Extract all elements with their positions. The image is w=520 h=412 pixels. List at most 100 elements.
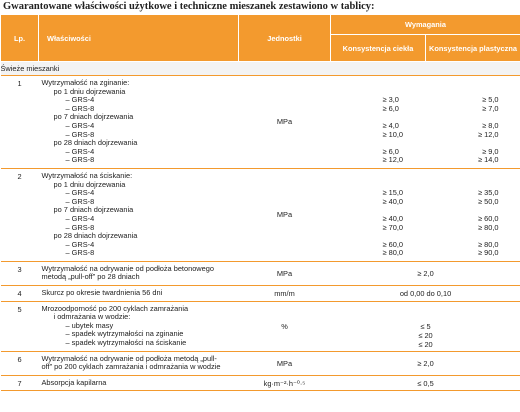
property-line: – GRS-4 xyxy=(65,146,95,156)
table-row: 1 Wytrzymałość na zginanie: po 1 dniu dojr… xyxy=(0,75,520,169)
value-line: ≥ 60,0 xyxy=(478,213,499,223)
value-cell: ≤ 5 ≤ 20 ≤ 20 xyxy=(330,300,520,352)
value-line: ≥ 70,0 xyxy=(382,222,404,232)
value-line: ≥ 40,0 xyxy=(382,213,404,223)
value-line: ≥ 35,0 xyxy=(478,188,499,198)
property-line: – spadek wytrzymałości na ściskanie xyxy=(65,338,187,348)
value-line: ≥ 15,0 xyxy=(382,188,404,198)
value-line: ≥ 50,0 xyxy=(478,196,499,206)
table-row: 7 Absorpcja kapilarna kg·m⁻²·h⁻⁰·⁵ ≤ 0,5 xyxy=(0,374,520,392)
section-row: Świeże mieszanki xyxy=(0,61,520,76)
property-line: – GRS-4 xyxy=(65,213,95,223)
unit-cell: MPa xyxy=(238,260,331,286)
row-number: 1 xyxy=(0,75,39,169)
unit-cell: MPa xyxy=(238,75,331,169)
row-number: 2 xyxy=(0,167,39,262)
requirement-value: ≥ 2,0 xyxy=(330,350,520,376)
value-line: ≤ 5 xyxy=(420,322,431,332)
row-number: 6 xyxy=(0,350,39,376)
requirement-value: ≥ 2,0 xyxy=(330,260,520,286)
property-line: po 1 dniu dojrzewania xyxy=(53,179,126,189)
property-line: Mrozoodporność po 200 cyklach zamrażania xyxy=(41,303,189,313)
header-requirements: Wymagania xyxy=(330,14,520,35)
property-line: Wytrzymałość na odrywanie od podłoża met… xyxy=(41,353,217,363)
table-row: 6 Wytrzymałość na odrywanie od podłoża me… xyxy=(0,350,520,376)
value-line: ≥ 3,0 xyxy=(382,95,399,105)
value-line: ≥ 4,0 xyxy=(382,120,399,130)
table-row: 4 Skurcz po okresie twardnienia 56 dni mm/… xyxy=(0,285,520,302)
section-label: Świeże mieszanki xyxy=(0,61,520,76)
property-cell: Absorpcja kapilarna xyxy=(38,374,239,392)
value-line: ≤ 20 xyxy=(418,339,433,349)
value-line: ≥ 80,0 xyxy=(478,239,499,249)
property-line: – GRS-4 xyxy=(65,188,95,198)
value-cell: ≥ 35,0 ≥ 50,0 ≥ 60,0 ≥ 80,0 ≥ 80,0 ≥ 90,0 xyxy=(425,167,520,262)
value-line: ≥ 9,0 xyxy=(482,146,499,156)
value-line: ≥ 40,0 xyxy=(382,196,404,206)
value-line xyxy=(426,79,499,88)
row-number: 5 xyxy=(0,300,39,352)
property-cell: Wytrzymałość na ściskanie: po 1 dniu dojr… xyxy=(38,167,239,262)
property-line: Wytrzymałość na ściskanie: xyxy=(41,170,133,180)
property-line: – GRS-8 xyxy=(65,196,95,206)
value-line: ≥ 6,0 xyxy=(382,103,399,113)
property-line: – GRS-4 xyxy=(65,239,95,249)
property-line: metodą „pull-off” po 28 dniach xyxy=(41,272,140,282)
value-line: ≥ 80,0 xyxy=(382,248,404,258)
row-number: 7 xyxy=(0,374,39,392)
value-line xyxy=(383,172,426,181)
unit-cell: MPa xyxy=(238,167,331,262)
property-line: off” po 200 cyklach zamrażania i odmraża… xyxy=(41,362,221,372)
unit-cell: mm/m xyxy=(238,285,331,302)
value-line xyxy=(426,172,499,181)
requirement-value: od 0,00 do 0,10 xyxy=(330,285,520,302)
property-line: po 28 dniach dojrzewania xyxy=(53,138,138,148)
property-cell: Mrozoodporność po 200 cyklach zamrażania… xyxy=(38,300,239,352)
row-number: 4 xyxy=(0,285,39,302)
property-line: Absorpcja kapilarna xyxy=(41,377,107,387)
properties-table: Lp. Właściwości Jednostki Wymagania Kons… xyxy=(0,14,520,392)
requirement-value: ≤ 0,5 xyxy=(330,374,520,392)
property-line: Wytrzymałość na odrywanie od podłoża bet… xyxy=(41,263,214,273)
value-line xyxy=(331,306,520,315)
property-line: – GRS-4 xyxy=(65,120,95,130)
property-line: – GRS-8 xyxy=(65,129,95,139)
value-line: ≥ 12,0 xyxy=(478,129,499,139)
property-line: Wytrzymałość na zginanie: xyxy=(41,78,130,87)
header-consistency-liquid: Konsystencja ciekła xyxy=(330,34,426,62)
value-line: ≥ 10,0 xyxy=(382,129,404,139)
value-line xyxy=(383,79,426,88)
value-line: ≥ 5,0 xyxy=(482,95,499,105)
property-line: – GRS-8 xyxy=(65,248,95,258)
value-line: ≥ 7,0 xyxy=(482,103,499,113)
header-lp: Lp. xyxy=(0,14,39,62)
header-property: Właściwości xyxy=(38,14,239,62)
unit-cell: % xyxy=(238,300,331,352)
unit-cell: kg·m⁻²·h⁻⁰·⁵ xyxy=(238,374,331,392)
value-line: ≥ 6,0 xyxy=(382,146,399,156)
value-line: ≥ 12,0 xyxy=(382,155,404,165)
value-line: ≥ 60,0 xyxy=(382,239,404,249)
property-cell: Wytrzymałość na odrywanie od podłoża bet… xyxy=(38,260,239,286)
header-unit: Jednostki xyxy=(238,14,331,62)
value-line: ≥ 90,0 xyxy=(478,248,499,258)
property-line: po 7 dniach dojrzewania xyxy=(53,112,134,122)
property-line: Skurcz po okresie twardnienia 56 dni xyxy=(41,288,163,298)
value-line: ≥ 80,0 xyxy=(478,222,499,232)
value-line: ≤ 20 xyxy=(418,330,433,340)
value-cell: ≥ 5,0 ≥ 7,0 ≥ 8,0 ≥ 12,0 ≥ 9,0 ≥ 14,0 xyxy=(425,75,520,169)
document-title: Gwarantowane właściwości użytkowe i tech… xyxy=(3,1,375,12)
property-cell: Wytrzymałość na zginanie: po 1 dniu dojrz… xyxy=(38,75,239,169)
unit-cell: MPa xyxy=(238,350,331,376)
table-subheader-row: Konsystencja ciekła Konsystencja plastyc… xyxy=(1,34,520,62)
header-consistency-plastic: Konsystencja plastyczna xyxy=(425,34,520,62)
value-line: ≥ 8,0 xyxy=(482,120,499,130)
property-line: – ubytek masy xyxy=(65,320,114,330)
property-line: – GRS-8 xyxy=(65,103,95,113)
property-line: – GRS-4 xyxy=(65,95,95,105)
table-row: 5 Mrozoodporność po 200 cyklach zamrażani… xyxy=(0,300,520,352)
property-line: – GRS-8 xyxy=(65,222,95,232)
table-header-row: Lp. Właściwości Jednostki Wymagania xyxy=(0,14,520,62)
property-cell: Wytrzymałość na odrywanie od podłoża met… xyxy=(38,350,239,376)
value-cell: ≥ 3,0 ≥ 6,0 ≥ 4,0 ≥ 10,0 ≥ 6,0 ≥ 12,0 xyxy=(330,75,426,169)
